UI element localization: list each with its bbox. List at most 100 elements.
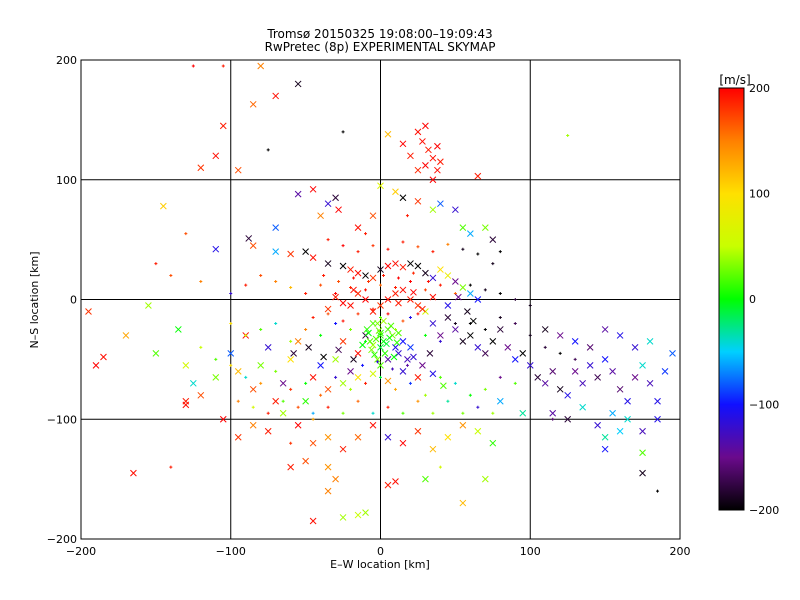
data-point-x-marker [624, 397, 631, 405]
data-point-x-marker [631, 344, 639, 351]
data-point-plus-marker [244, 283, 248, 287]
data-point-x-marker [359, 341, 366, 349]
data-point-x-marker [466, 230, 474, 237]
data-point-x-marker [455, 293, 462, 301]
data-point-x-marker [639, 469, 646, 477]
data-point-x-marker [434, 166, 441, 174]
data-point-x-marker [324, 463, 332, 471]
data-point-plus-marker [349, 327, 353, 331]
data-point-plus-marker [169, 274, 173, 278]
data-point-x-marker [646, 338, 654, 345]
data-point-plus-marker [371, 244, 375, 248]
data-point-x-marker [440, 382, 447, 390]
data-point-plus-marker [408, 315, 412, 319]
data-point-plus-marker [551, 417, 555, 421]
data-point-plus-marker [386, 405, 390, 409]
data-point-plus-marker [386, 247, 390, 251]
data-point-plus-marker [476, 252, 480, 256]
x-tick-label: 100 [520, 545, 541, 558]
data-point-x-marker [219, 415, 227, 423]
data-point-x-marker [309, 517, 317, 525]
data-point-plus-marker [289, 339, 293, 343]
data-point-x-marker [407, 152, 414, 160]
data-point-x-marker [601, 326, 609, 333]
data-point-x-marker [377, 302, 384, 309]
data-point-x-marker [374, 356, 381, 363]
data-point-x-marker [549, 367, 557, 375]
data-point-x-marker [474, 427, 482, 435]
data-point-x-marker [381, 350, 389, 357]
data-point-x-marker [384, 262, 392, 270]
data-point-x-marker [339, 514, 347, 521]
data-point-plus-marker [199, 280, 203, 284]
data-point-x-marker [354, 433, 362, 441]
data-point-x-marker [414, 128, 422, 136]
data-point-x-marker [384, 356, 392, 363]
data-point-plus-marker [244, 333, 248, 337]
data-point-x-marker [294, 190, 302, 198]
data-point-plus-marker [393, 286, 397, 290]
data-point-plus-marker [169, 465, 173, 469]
data-point-plus-marker [304, 381, 308, 385]
data-point-x-marker [586, 362, 594, 369]
data-point-plus-marker [483, 387, 487, 391]
data-point-plus-marker [367, 280, 371, 284]
data-point-x-marker [429, 370, 437, 378]
data-point-x-marker [287, 463, 295, 471]
data-point-plus-marker [405, 214, 409, 218]
data-point-x-marker [377, 344, 384, 351]
data-point-x-marker [294, 421, 302, 429]
data-point-plus-marker [337, 280, 341, 284]
data-point-x-marker [459, 224, 467, 232]
x-tick-label: 0 [377, 545, 384, 558]
data-point-x-marker [392, 290, 399, 297]
data-point-x-marker [646, 379, 654, 387]
data-point-x-marker [279, 409, 287, 417]
data-point-x-marker [564, 391, 572, 399]
data-point-plus-marker [229, 292, 233, 296]
data-point-plus-marker [491, 262, 495, 266]
data-point-x-marker [624, 415, 631, 423]
data-point-plus-marker [304, 292, 308, 296]
data-point-plus-marker [229, 321, 233, 325]
data-point-x-marker [383, 340, 390, 348]
data-point-x-marker [564, 415, 572, 423]
data-point-x-marker [369, 308, 377, 315]
data-point-x-marker [392, 188, 399, 196]
data-point-plus-marker [259, 381, 263, 385]
data-point-x-marker [571, 367, 579, 375]
data-point-plus-marker [274, 369, 278, 373]
y-axis-label: N–S location [km] [28, 251, 41, 348]
data-point-plus-marker [379, 375, 382, 379]
data-point-x-marker [347, 367, 354, 375]
data-point-x-marker [305, 344, 312, 351]
data-point-plus-marker [361, 363, 365, 367]
data-point-x-marker [395, 329, 402, 337]
data-point-plus-marker [319, 283, 323, 287]
data-point-x-marker [422, 269, 429, 277]
data-point-x-marker [245, 235, 253, 242]
data-point-plus-marker [390, 367, 394, 371]
y-tick-label: 0 [70, 294, 77, 307]
data-point-x-marker [414, 262, 422, 270]
data-point-x-marker [212, 373, 220, 381]
data-point-x-marker [363, 326, 371, 333]
data-point-x-marker [350, 286, 357, 294]
data-point-x-marker [309, 439, 317, 447]
data-point-x-marker [481, 350, 489, 357]
data-point-x-marker [324, 433, 332, 441]
data-point-plus-marker [191, 64, 195, 68]
x-tick-label: −100 [216, 545, 246, 558]
data-point-x-marker [466, 290, 474, 297]
data-point-plus-marker [438, 283, 442, 287]
data-point-plus-marker [381, 274, 385, 278]
data-point-plus-marker [416, 245, 420, 249]
data-point-x-marker [519, 409, 527, 417]
data-point-x-marker [466, 332, 474, 339]
data-point-x-marker [375, 327, 383, 334]
x-tick-label: −200 [66, 545, 96, 558]
data-point-plus-marker [274, 321, 278, 325]
data-point-plus-marker [543, 345, 547, 349]
data-point-x-marker [541, 379, 549, 387]
data-point-plus-marker [423, 333, 427, 337]
